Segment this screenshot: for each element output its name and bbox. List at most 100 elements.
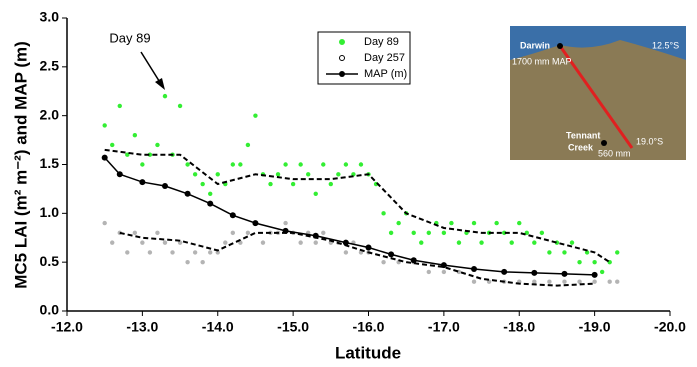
map-point <box>207 201 213 207</box>
tennant-dot <box>601 140 607 146</box>
point <box>148 250 152 254</box>
point <box>381 211 385 215</box>
annotation-arrowhead <box>155 78 165 90</box>
point <box>110 240 114 244</box>
point <box>577 280 581 284</box>
map-point <box>561 271 567 277</box>
point <box>592 280 596 284</box>
x-tick-label: -20.0 <box>654 319 686 335</box>
point <box>600 270 604 274</box>
x-axis-title: Latitude <box>335 343 401 362</box>
point <box>253 113 257 117</box>
y-tick-label: 0.0 <box>40 302 60 318</box>
map-line <box>105 158 595 275</box>
point <box>200 260 204 264</box>
point <box>314 240 318 244</box>
point <box>246 231 250 235</box>
point <box>562 280 566 284</box>
map-point <box>592 272 598 278</box>
point <box>185 162 189 166</box>
map-point <box>283 228 289 234</box>
point <box>193 250 197 254</box>
point <box>306 172 310 176</box>
point <box>298 162 302 166</box>
point <box>442 231 446 235</box>
point <box>216 172 220 176</box>
point <box>494 221 498 225</box>
point <box>615 250 619 254</box>
x-tick-label: -13.0 <box>126 319 158 335</box>
point <box>178 104 182 108</box>
point <box>321 231 325 235</box>
point <box>321 162 325 166</box>
point <box>344 162 348 166</box>
inset-map: Darwin 12.5°S 1700 mm MAP Tennant Creek … <box>510 26 686 160</box>
point <box>155 143 159 147</box>
point <box>577 260 581 264</box>
point <box>547 280 551 284</box>
y-tick-label: 1.5 <box>40 155 60 171</box>
point <box>246 143 250 147</box>
map-point <box>313 233 319 239</box>
annotation-arrow <box>141 52 161 84</box>
point <box>510 240 514 244</box>
point <box>412 231 416 235</box>
point <box>291 182 295 186</box>
inset-label: Darwin <box>520 40 550 50</box>
point <box>479 240 483 244</box>
x-tick-label: -16.0 <box>353 319 385 335</box>
point <box>110 143 114 147</box>
point <box>329 182 333 186</box>
point <box>615 280 619 284</box>
inset-label: 1700 mm MAP <box>512 56 572 66</box>
point <box>396 221 400 225</box>
point <box>283 162 287 166</box>
point <box>472 280 476 284</box>
point <box>562 250 566 254</box>
x-tick-label: -14.0 <box>202 319 234 335</box>
point <box>540 231 544 235</box>
x-tick-label: -18.0 <box>503 319 535 335</box>
y-tick-label: 2.5 <box>40 58 60 74</box>
point <box>532 240 536 244</box>
point <box>517 221 521 225</box>
inset-label: Creek <box>568 142 594 152</box>
point <box>140 162 144 166</box>
map-point <box>501 269 507 275</box>
point <box>200 182 204 186</box>
annotation: Day 89 <box>109 30 150 45</box>
point <box>268 182 272 186</box>
inset-label: Tennant <box>566 130 600 140</box>
x-tick-label: -15.0 <box>277 319 309 335</box>
inset-label: 560 mm <box>598 148 631 158</box>
point <box>125 250 129 254</box>
trend-line <box>120 233 595 286</box>
point <box>314 192 318 196</box>
point <box>336 172 340 176</box>
y-tick-label: 0.5 <box>40 253 60 269</box>
inset-label: 12.5°S <box>652 40 679 50</box>
point <box>208 250 212 254</box>
y-axis-title: MC5 LAI (m² m⁻²) and MAP (m) <box>11 41 30 289</box>
map-point <box>139 179 145 185</box>
map-point <box>117 171 123 177</box>
x-tick-label: -17.0 <box>428 319 460 335</box>
point <box>140 240 144 244</box>
point <box>472 221 476 225</box>
map-point <box>162 183 168 189</box>
darwin-dot <box>557 43 563 49</box>
point <box>193 172 197 176</box>
point <box>570 240 574 244</box>
legend-label: Day 257 <box>364 52 405 64</box>
point <box>185 260 189 264</box>
point <box>592 260 596 264</box>
point <box>231 231 235 235</box>
map-point <box>102 155 108 161</box>
point <box>102 123 106 127</box>
y-tick-label: 1.0 <box>40 204 60 220</box>
point <box>155 231 159 235</box>
point <box>547 250 551 254</box>
inset-label: 19.0°S <box>636 136 663 146</box>
y-tick-label: 3.0 <box>40 9 60 25</box>
map-point <box>185 191 191 197</box>
